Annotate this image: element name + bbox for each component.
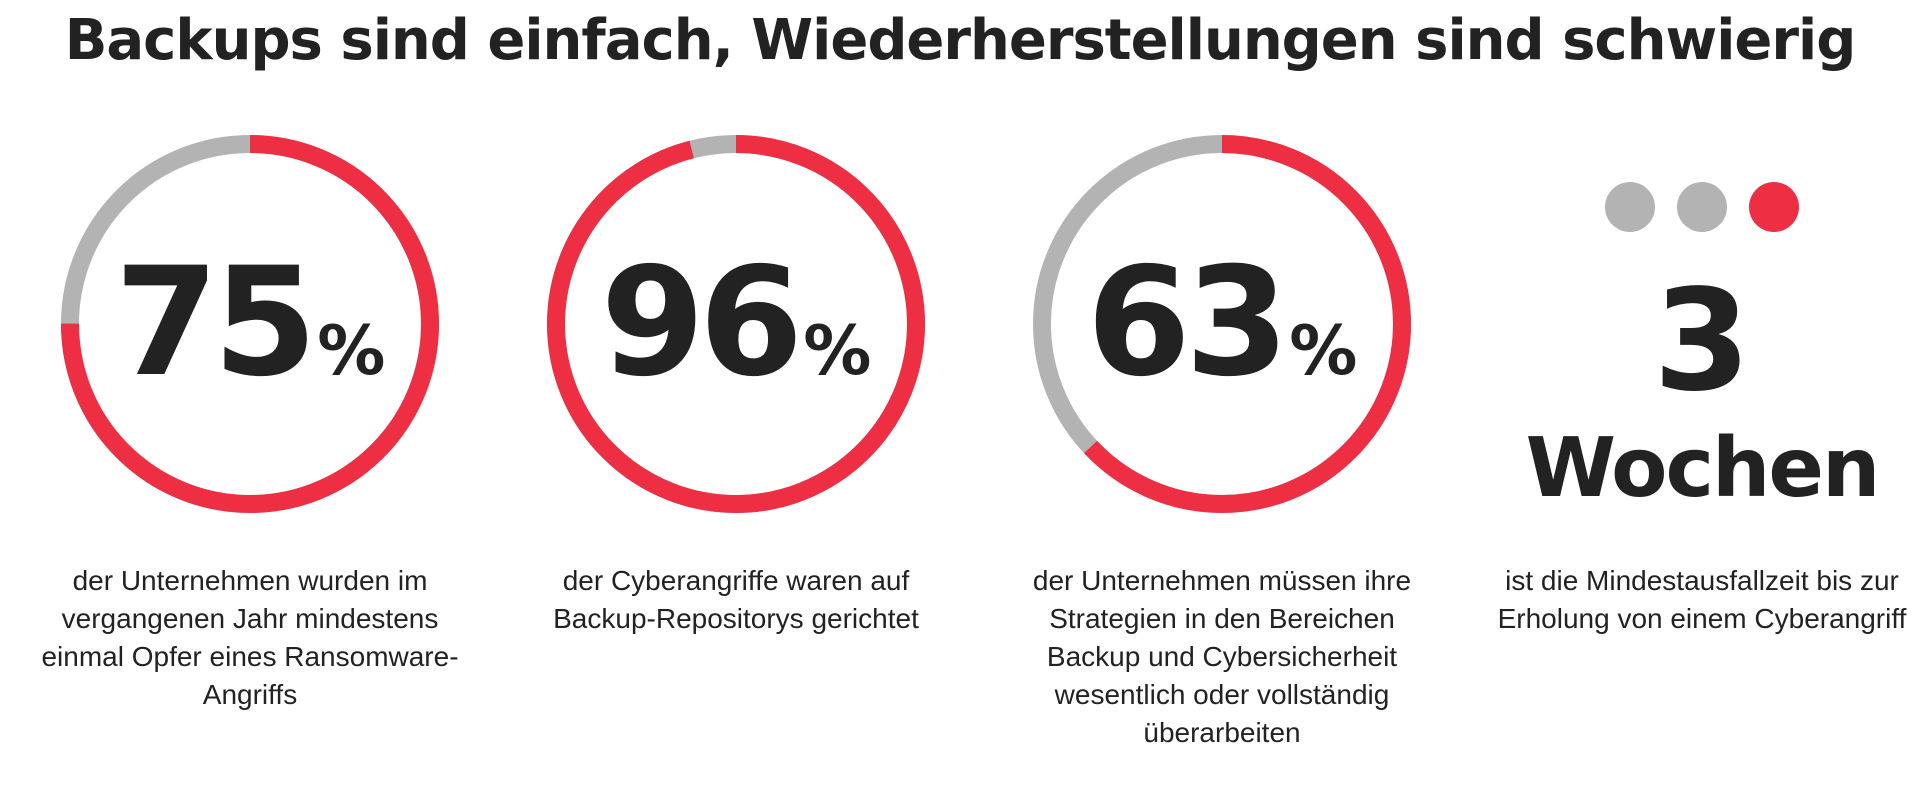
- ring-value-label: 96%: [516, 248, 956, 398]
- dot-marker: [1749, 182, 1799, 232]
- callout-number: 3: [1653, 260, 1751, 423]
- stat-description: ist die Mindestausfallzeit bis zur Erhol…: [1497, 565, 1907, 634]
- chart-title: Backups sind einfach, Wiederherstellunge…: [64, 8, 1857, 73]
- callout-unit: Wochen: [1525, 421, 1881, 516]
- stat-description: der Cyberangriffe waren auf Backup-Repos…: [553, 565, 919, 634]
- stat-card-ransomware: 75% der Unternehmen wurden im vergangene…: [30, 0, 470, 811]
- stat-card-downtime: 3 Wochen ist die Mindestausfallzeit bis …: [1482, 0, 1920, 811]
- ring-value-unit: %: [1289, 312, 1358, 391]
- ring-value-arc: [1033, 135, 1411, 513]
- progress-ring: [61, 135, 439, 513]
- stat-card-strategy-rework: 63% der Unternehmen müssen ihre Strategi…: [1002, 0, 1442, 811]
- ring-value-number: 63: [1086, 236, 1290, 410]
- ring-value-label: 63%: [1002, 248, 1442, 398]
- ring-value-unit: %: [317, 312, 386, 391]
- ring-value-arc: [547, 135, 925, 513]
- ring-value-label: 75%: [30, 248, 470, 398]
- dot-marker: [1677, 182, 1727, 232]
- ring-value-arc: [61, 135, 439, 513]
- ring-value-number: 75: [114, 236, 318, 410]
- progress-ring: [1033, 135, 1411, 513]
- stat-card-backup-repos: 96% der Cyberangriffe waren auf Backup-R…: [516, 0, 956, 811]
- ring-value-number: 96: [600, 236, 804, 410]
- ring-value-unit: %: [803, 312, 872, 391]
- dot-marker: [1605, 182, 1655, 232]
- dot-indicator: [1482, 182, 1920, 232]
- stat-description: der Unternehmen wurden im vergangenen Ja…: [41, 565, 459, 710]
- progress-ring: [547, 135, 925, 513]
- stat-description: der Unternehmen müssen ihre Strategien i…: [1032, 565, 1412, 748]
